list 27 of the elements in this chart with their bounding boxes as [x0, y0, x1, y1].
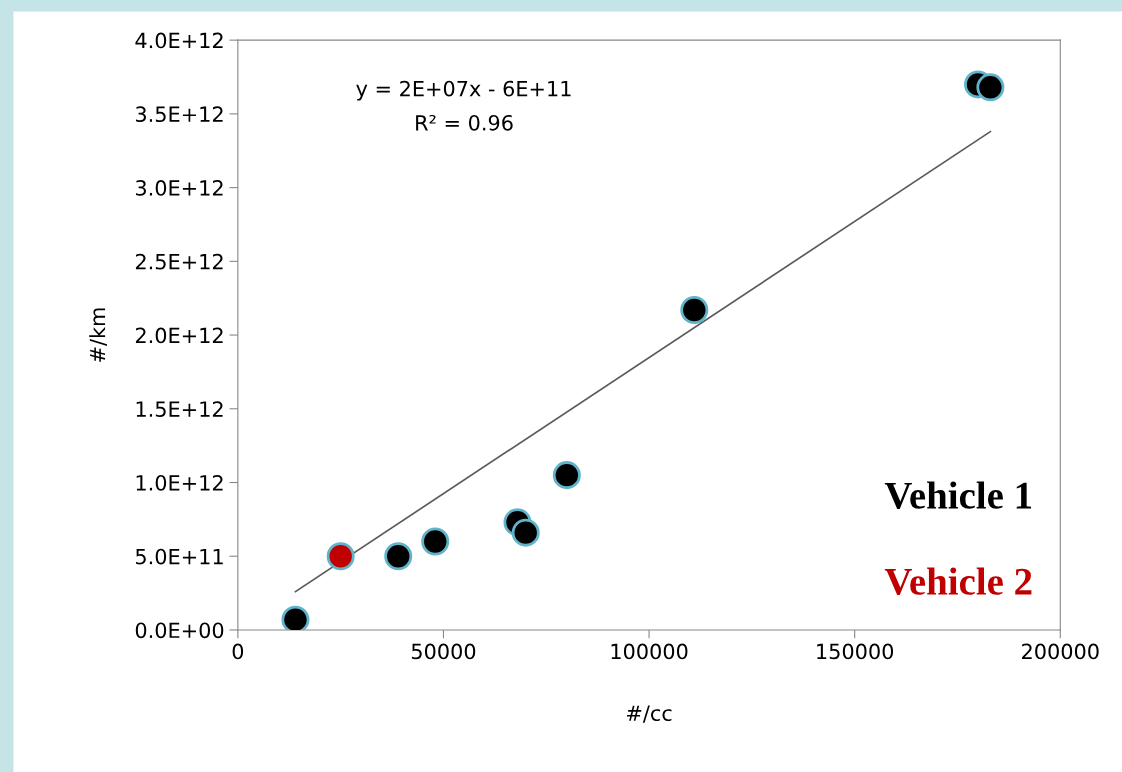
- x-tick-label: 0: [232, 643, 244, 660]
- annotation: y = 2E+07x - 6E+11: [356, 80, 571, 101]
- x-tick-label: 50000: [411, 643, 476, 660]
- y-tick-label: 1.0E+12: [136, 474, 223, 491]
- y-tick-label: 1.5E+12: [136, 401, 223, 417]
- point: [976, 73, 1005, 102]
- y-tick-label: 2.0E+12: [135, 327, 223, 344]
- y-tick-label: 5.0E+11: [136, 548, 223, 565]
- x-tick-label: 200000: [1022, 643, 1099, 660]
- text: Vehicle 1: [884, 481, 1032, 509]
- point: [326, 542, 355, 571]
- y-tick-label: 2.5E+12: [135, 253, 223, 270]
- x-tick-label: 150000: [817, 643, 894, 660]
- text: Vehicle 2: [884, 567, 1032, 596]
- point: [511, 518, 540, 547]
- y-tick-label: 4.0E+12: [135, 32, 223, 49]
- x-tick-label: 100000: [611, 643, 688, 660]
- annotation: R² = 0.96: [416, 114, 513, 131]
- y-tick-label: 3.5E+12: [135, 106, 223, 123]
- x-axis-title: #/cc: [626, 705, 672, 723]
- y-tick-label: 0.0E+00: [135, 622, 224, 639]
- point: [552, 461, 581, 490]
- point: [384, 542, 413, 571]
- point: [421, 527, 450, 556]
- point: [680, 295, 709, 324]
- y-axis-title: #/km: [89, 308, 108, 362]
- y-tick-label: 3.0E+12: [135, 180, 223, 196]
